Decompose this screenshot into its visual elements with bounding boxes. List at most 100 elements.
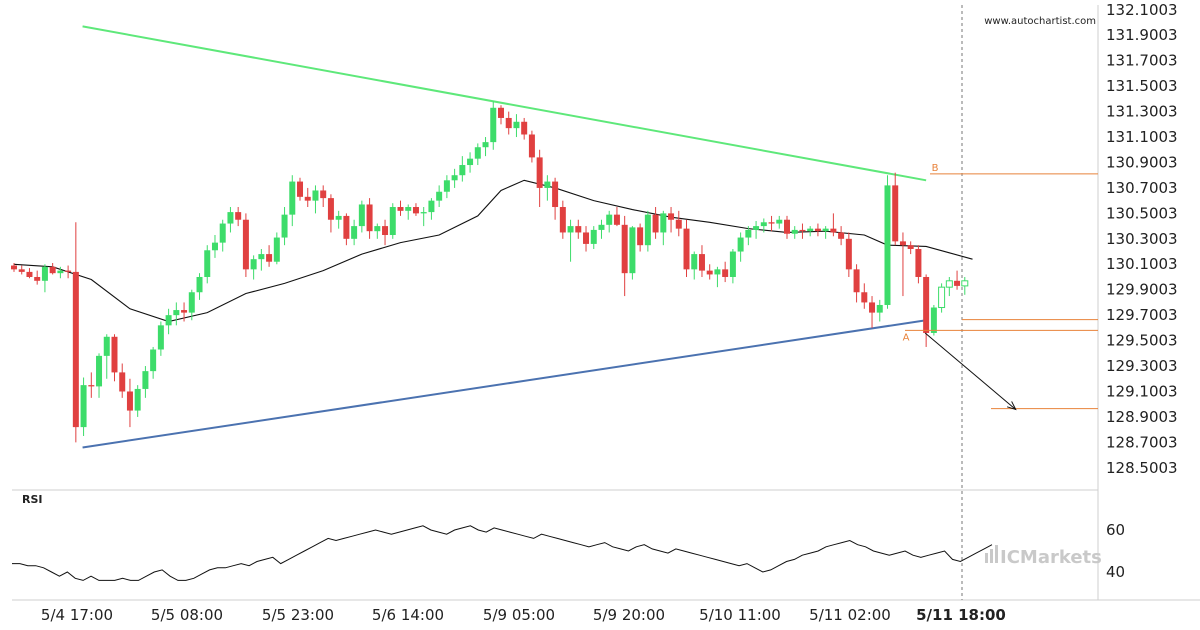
candle — [776, 215, 783, 229]
logo-bar-2 — [990, 549, 993, 563]
candle — [490, 101, 497, 150]
candle-body — [822, 228, 829, 232]
logo-bar-3 — [995, 545, 998, 563]
candle — [188, 289, 195, 321]
price-tick-label: 130.7003 — [1106, 179, 1178, 197]
candle-body — [57, 270, 64, 274]
candle-body — [559, 207, 566, 233]
candle — [861, 283, 868, 309]
candle — [899, 232, 906, 297]
candle-body — [366, 204, 373, 232]
candle — [845, 232, 852, 277]
candle-body — [876, 304, 883, 313]
candle-body — [668, 213, 675, 220]
candle-body — [397, 207, 404, 211]
rsi-line — [12, 525, 993, 581]
candle — [784, 215, 790, 239]
price-tick-label: 131.1003 — [1106, 128, 1178, 146]
candle-body — [451, 175, 458, 181]
candle-body — [72, 271, 79, 428]
candle-body — [814, 228, 821, 232]
candle-body — [165, 315, 172, 326]
candle — [505, 111, 512, 135]
candle — [366, 198, 373, 239]
candle — [722, 261, 729, 283]
candle-body — [428, 200, 435, 213]
candle-body — [660, 213, 667, 233]
candle — [242, 213, 249, 277]
candle-body — [853, 269, 860, 293]
candle — [536, 149, 543, 208]
candle-body — [675, 219, 682, 229]
price-tick-label: 132.1003 — [1106, 1, 1178, 19]
candle-body — [297, 181, 304, 197]
candle-body — [312, 190, 319, 201]
candle-body — [18, 269, 25, 272]
candle — [559, 200, 566, 239]
candle-body — [467, 158, 474, 166]
price-tick-label: 129.7003 — [1106, 306, 1178, 324]
candle-body — [126, 391, 133, 411]
candle — [938, 283, 946, 313]
candle — [126, 378, 133, 428]
candle-body — [528, 134, 535, 158]
candle-body — [838, 232, 845, 239]
candle-body — [188, 292, 195, 313]
candle-body — [119, 372, 126, 392]
candle — [459, 156, 466, 182]
time-tick-label: 5/5 08:00 — [151, 606, 223, 624]
logo-text: ICMarkets — [1000, 547, 1102, 568]
candle-body — [335, 215, 342, 220]
candle-body — [266, 254, 273, 262]
candle — [830, 213, 837, 237]
candle — [443, 175, 450, 199]
candle — [119, 363, 126, 398]
candle — [196, 273, 203, 300]
candle — [961, 276, 969, 295]
candle — [706, 264, 713, 280]
candle-body — [938, 286, 946, 309]
candle — [18, 265, 25, 275]
price-tick-label: 129.1003 — [1106, 382, 1178, 400]
candle — [753, 221, 760, 239]
candle-body — [807, 228, 814, 232]
candle — [606, 210, 613, 233]
candle-body — [41, 266, 48, 281]
candle-body — [791, 229, 798, 234]
candle-body — [644, 214, 651, 246]
candle — [88, 372, 95, 398]
moving-average-line — [13, 179, 973, 323]
candle-body — [389, 207, 396, 236]
candle — [34, 270, 41, 285]
candle — [304, 187, 311, 208]
candle-body — [258, 254, 265, 260]
annotations: BA — [903, 163, 1098, 411]
candle-body — [343, 215, 350, 239]
candle-body — [884, 185, 891, 305]
candle-body — [945, 280, 953, 288]
candle — [281, 207, 288, 246]
candle-body — [490, 107, 497, 143]
candle-body — [374, 226, 381, 232]
candle-body — [892, 185, 899, 242]
candle-body — [327, 198, 334, 220]
candle-body — [575, 226, 582, 233]
candle — [482, 137, 489, 157]
candle-body — [606, 214, 613, 225]
candle — [358, 200, 365, 233]
candle — [134, 385, 141, 417]
candle-body — [80, 385, 87, 428]
candle-body — [505, 117, 512, 129]
price-tick-label: 130.9003 — [1106, 153, 1178, 171]
candle — [65, 265, 72, 279]
price-tick-label: 129.9003 — [1106, 281, 1178, 299]
candle — [668, 207, 675, 233]
candle — [412, 203, 419, 216]
moving-average — [13, 179, 973, 323]
projection-arrow-head — [1006, 401, 1017, 411]
candle-body — [405, 207, 412, 211]
candle — [652, 207, 659, 239]
price-tick-label: 129.3003 — [1106, 357, 1178, 375]
candle — [729, 248, 736, 284]
